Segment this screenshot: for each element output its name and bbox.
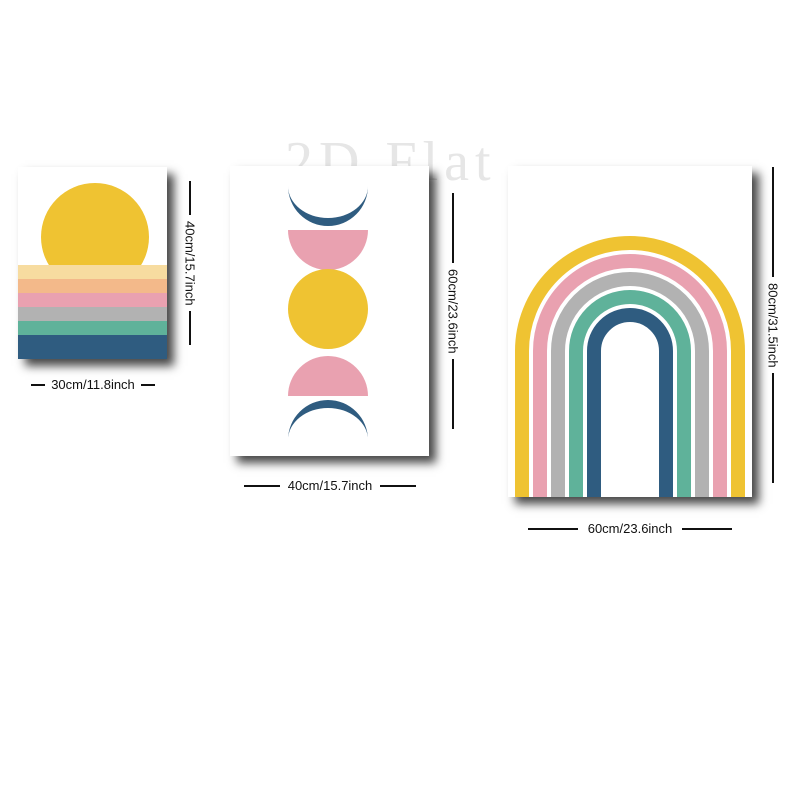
stripe-pink: [18, 293, 167, 307]
arch-grey: [551, 272, 709, 497]
arch-pink: [533, 254, 727, 497]
arch-green: [569, 290, 691, 497]
arch-yellow: [515, 236, 745, 497]
dimension-height-small: 40cm/15.7inch: [180, 167, 200, 359]
height-label-small: 40cm/15.7inch: [182, 220, 198, 306]
dimension-width-small: 30cm/11.8inch: [18, 377, 168, 392]
moon-phases-artwork: [288, 186, 368, 440]
width-label-small: 30cm/11.8inch: [51, 377, 135, 392]
poster-sunset: [18, 167, 167, 359]
stripe-grey: [18, 307, 167, 321]
height-label-large: 80cm/31.5inch: [765, 282, 781, 368]
sunset-artwork: [18, 183, 167, 359]
width-label-large: 60cm/23.6inch: [587, 521, 673, 536]
dimension-height-large: 80cm/31.5inch: [763, 140, 783, 510]
dimension-width-large: 60cm/23.6inch: [508, 521, 752, 536]
crescent-top: [288, 186, 368, 226]
arch-navy: [587, 308, 673, 497]
dimension-height-medium: 60cm/23.6inch: [443, 166, 463, 456]
half-moon-bottom: [288, 356, 368, 396]
dimension-width-medium: 40cm/15.7inch: [230, 478, 430, 493]
rainbow-artwork: [515, 236, 745, 497]
height-label-medium: 60cm/23.6inch: [445, 268, 461, 354]
full-moon: [288, 269, 368, 349]
stripe-green: [18, 321, 167, 335]
poster-rainbow: [508, 166, 752, 497]
width-label-medium: 40cm/15.7inch: [287, 478, 373, 493]
crescent-bottom: [288, 400, 368, 440]
stripe-peach: [18, 279, 167, 293]
stripe-cream: [18, 265, 167, 279]
sun-circle: [41, 183, 149, 291]
half-moon-top: [288, 230, 368, 270]
stripe-navy: [18, 335, 167, 359]
poster-moon-phases: [230, 166, 429, 456]
